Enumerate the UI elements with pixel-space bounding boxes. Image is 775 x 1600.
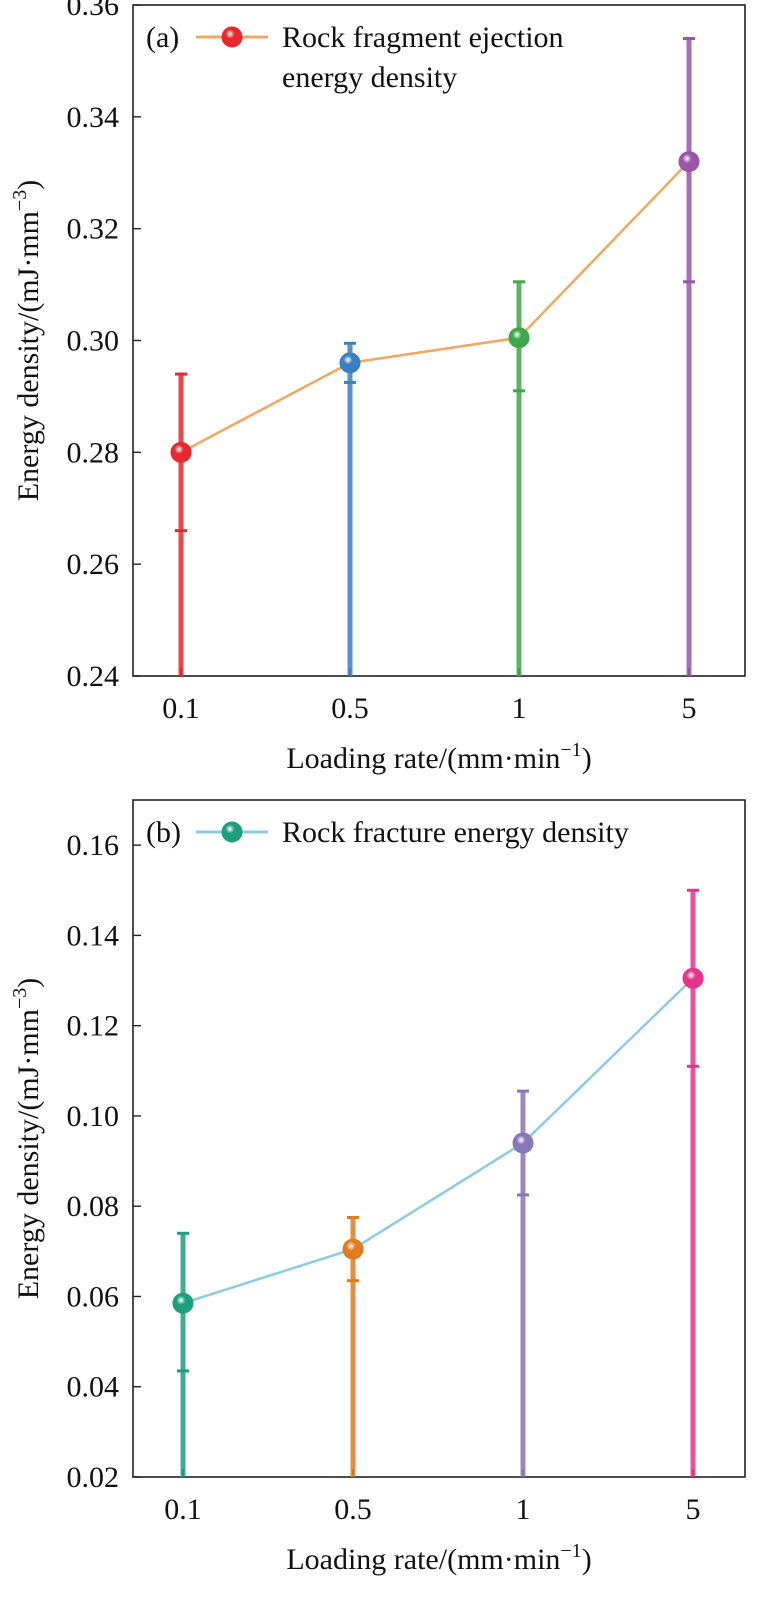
- legend-label: Rock fracture energy density: [282, 816, 629, 849]
- data-point: [339, 352, 361, 374]
- data-point: [172, 1292, 194, 1314]
- x-axis-label-sup: −1: [560, 1540, 581, 1562]
- y-tick-label: 0.36: [67, 0, 120, 22]
- y-axis-label-text: Energy density/(mJ·mm: [12, 1009, 45, 1299]
- legend-marker: [221, 26, 243, 48]
- x-tick-label: 1: [516, 1493, 531, 1526]
- y-axis-label-sup: −3: [9, 988, 31, 1009]
- data-point: [512, 1132, 534, 1154]
- y-tick-label: 0.10: [67, 1100, 120, 1133]
- chart-panel-b: 0.02 0.04 0.06 0.08 0.10 0.12 0.14 0.16 0.1 0.5 1 5…: [9, 799, 746, 1576]
- data-point: [342, 1238, 364, 1260]
- panel-tag: (b): [146, 816, 181, 849]
- y-tick-label: 0.28: [67, 436, 120, 469]
- chart-panel-a: 0.24 0.26 0.28 0.30 0.32 0.34 0.36 0.1 0.5 1 5 Load…: [9, 0, 746, 775]
- data-point: [508, 327, 530, 349]
- y-axis-label: Energy density/(mJ·mm−3): [9, 180, 45, 502]
- data-point: [682, 967, 704, 989]
- x-axis-label-end: ): [582, 1543, 592, 1576]
- x-tick-label: 1: [512, 692, 527, 725]
- y-tick-label: 0.26: [67, 548, 120, 581]
- series-line: [182, 977, 694, 1305]
- x-axis-label-text: Loading rate/(mm·min: [286, 1543, 560, 1576]
- y-tick-label: 0.06: [67, 1280, 120, 1313]
- x-tick-label: 5: [686, 1493, 701, 1526]
- y-tick-label: 0.02: [67, 1461, 120, 1494]
- y-tick-label: 0.04: [67, 1371, 120, 1404]
- y-tick-label: 0.14: [67, 919, 120, 952]
- series-line: [180, 160, 690, 454]
- x-tick-label: 0.5: [334, 1493, 372, 1526]
- legend-marker: [221, 821, 243, 843]
- x-tick-label: 0.1: [162, 692, 200, 725]
- x-axis-label-end: ): [582, 742, 592, 775]
- legend-label: Rock fragment ejection: [282, 21, 564, 54]
- y-axis-label: Energy density/(mJ·mm−3): [9, 978, 45, 1300]
- y-axis-label-end: ): [12, 180, 45, 190]
- plot-frame: [132, 4, 746, 677]
- y-tick-label: 0.08: [67, 1190, 120, 1223]
- x-axis-label-sup: −1: [560, 739, 581, 761]
- y-tick-label: 0.12: [67, 1010, 120, 1043]
- x-tick-label: 0.5: [331, 692, 369, 725]
- y-axis-label-text: Energy density/(mJ·mm: [12, 211, 45, 501]
- y-tick-label: 0.34: [67, 101, 120, 134]
- y-tick-label: 0.16: [67, 829, 120, 862]
- data-point: [678, 151, 700, 173]
- legend-label: energy density: [282, 61, 457, 94]
- x-axis-label-text: Loading rate/(mm·min: [286, 742, 560, 775]
- plot-frame: [132, 799, 746, 1478]
- x-tick-label: 0.1: [164, 1493, 202, 1526]
- y-tick-label: 0.24: [67, 660, 120, 693]
- y-axis-label-sup: −3: [9, 190, 31, 211]
- y-tick-label: 0.32: [67, 213, 120, 246]
- x-axis-label: Loading rate/(mm·min−1): [286, 1540, 591, 1576]
- panel-tag: (a): [146, 21, 179, 54]
- y-axis-label-end: ): [12, 978, 45, 988]
- y-tick-label: 0.30: [67, 325, 120, 358]
- x-tick-label: 5: [682, 692, 697, 725]
- x-axis-label: Loading rate/(mm·min−1): [286, 739, 591, 775]
- data-point: [170, 441, 192, 463]
